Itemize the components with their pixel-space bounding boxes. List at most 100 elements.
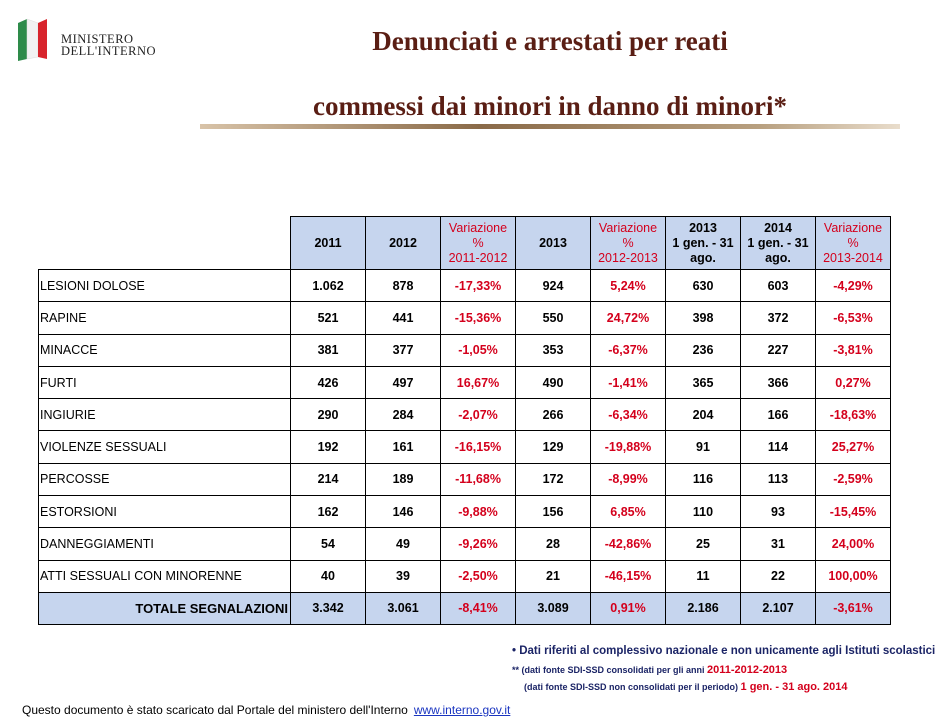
table-row: DANNEGGIAMENTI 54 49 -9,26% 28 -42,86% 25 31 24,… bbox=[38, 527, 891, 561]
row-label: PERCOSSE bbox=[38, 462, 291, 497]
value-cell: 39 bbox=[365, 559, 441, 593]
variation-cell: 25,27% bbox=[815, 430, 891, 464]
value-cell: 93 bbox=[740, 495, 816, 529]
value-cell: 22 bbox=[740, 559, 816, 593]
column-header: 2012 bbox=[365, 216, 441, 270]
row-label: FURTI bbox=[38, 365, 291, 400]
row-label: VIOLENZE SESSUALI bbox=[38, 430, 291, 464]
italian-flag-icon bbox=[18, 18, 47, 61]
value-cell: 116 bbox=[665, 462, 741, 497]
table-row: LESIONI DOLOSE 1.062 878 -17,33% 924 5,24% 630… bbox=[38, 268, 891, 303]
value-cell: 54 bbox=[290, 527, 366, 561]
value-cell: 113 bbox=[740, 462, 816, 497]
variation-cell: 24,72% bbox=[590, 301, 666, 335]
table-row: INGIURIE 290 284 -2,07% 266 -6,34% 204 166 -18,6… bbox=[38, 398, 891, 432]
value-cell: 172 bbox=[515, 462, 591, 497]
row-label: DANNEGGIAMENTI bbox=[38, 527, 291, 561]
note-scope: • Dati riferiti al complessivo nazionale… bbox=[512, 645, 936, 657]
variation-cell: -46,15% bbox=[590, 559, 666, 593]
variation-cell: -11,68% bbox=[440, 462, 516, 497]
variation-cell: -6,37% bbox=[590, 333, 666, 367]
value-cell: 284 bbox=[365, 398, 441, 432]
table-row: RAPINE 521 441 -15,36% 550 24,72% 398 372 -6,53% bbox=[38, 301, 891, 335]
variation-cell: 24,00% bbox=[815, 527, 891, 561]
column-header: 2013 1 gen. - 31 ago. bbox=[665, 216, 741, 270]
value-cell: 25 bbox=[665, 527, 741, 561]
row-label: MINACCE bbox=[38, 333, 291, 367]
value-cell: 162 bbox=[290, 495, 366, 529]
value-cell: 353 bbox=[515, 333, 591, 367]
value-cell: 630 bbox=[665, 268, 741, 303]
column-header: Variazione% 2012-2013 bbox=[590, 216, 666, 270]
note-non-consolidated: (dati fonte SDI-SSD non consolidati per … bbox=[524, 681, 848, 693]
value-cell: 214 bbox=[290, 462, 366, 497]
value-cell: 110 bbox=[665, 495, 741, 529]
column-header: 2013 bbox=[515, 216, 591, 270]
table-row: VIOLENZE SESSUALI 192 161 -16,15% 129 -19,88%… bbox=[38, 430, 891, 464]
variation-cell: -8,99% bbox=[590, 462, 666, 497]
value-cell: 290 bbox=[290, 398, 366, 432]
value-cell: 236 bbox=[665, 333, 741, 367]
variation-cell: 0,27% bbox=[815, 365, 891, 400]
value-cell: 49 bbox=[365, 527, 441, 561]
table-row: ESTORSIONI 162 146 -9,88% 156 6,85% 110 93 -15,4… bbox=[38, 495, 891, 529]
value-cell: 550 bbox=[515, 301, 591, 335]
variation-cell: -9,26% bbox=[440, 527, 516, 561]
value-cell: 2.186 bbox=[665, 591, 741, 625]
title-divider bbox=[200, 124, 900, 129]
variation-cell: 16,67% bbox=[440, 365, 516, 400]
column-header: 2014 1 gen. - 31 ago. bbox=[740, 216, 816, 270]
value-cell: 398 bbox=[665, 301, 741, 335]
variation-cell: -3,81% bbox=[815, 333, 891, 367]
value-cell: 189 bbox=[365, 462, 441, 497]
table-row: PERCOSSE 214 189 -11,68% 172 -8,99% 116 113 -2,5… bbox=[38, 462, 891, 497]
value-cell: 3.089 bbox=[515, 591, 591, 625]
variation-cell: -1,41% bbox=[590, 365, 666, 400]
column-header: 2011 bbox=[290, 216, 366, 270]
variation-cell: -2,50% bbox=[440, 559, 516, 593]
row-label: ATTI SESSUALI CON MINORENNE bbox=[38, 559, 291, 593]
variation-cell: -16,15% bbox=[440, 430, 516, 464]
value-cell: 2.107 bbox=[740, 591, 816, 625]
value-cell: 1.062 bbox=[290, 268, 366, 303]
value-cell: 490 bbox=[515, 365, 591, 400]
footer-link[interactable]: www.interno.gov.it bbox=[413, 703, 511, 717]
table-header-row: 2011 2012 Variazione% 2011-2012 2013 Variazio… bbox=[39, 216, 891, 270]
value-cell: 91 bbox=[665, 430, 741, 464]
variation-cell: -18,63% bbox=[815, 398, 891, 432]
total-row: TOTALE SEGNALAZIONI 3.342 3.061 -8,41% 3.089… bbox=[38, 591, 891, 625]
value-cell: 878 bbox=[365, 268, 441, 303]
value-cell: 366 bbox=[740, 365, 816, 400]
variation-cell: -19,88% bbox=[590, 430, 666, 464]
variation-cell: -2,59% bbox=[815, 462, 891, 497]
row-label: INGIURIE bbox=[38, 398, 291, 432]
value-cell: 266 bbox=[515, 398, 591, 432]
value-cell: 924 bbox=[515, 268, 591, 303]
value-cell: 521 bbox=[290, 301, 366, 335]
footnotes: • Dati riferiti al complessivo nazionale… bbox=[512, 645, 939, 693]
ministry-logo: MINISTERO DELL'INTERNO bbox=[14, 17, 164, 67]
value-cell: 129 bbox=[515, 430, 591, 464]
value-cell: 227 bbox=[740, 333, 816, 367]
value-cell: 603 bbox=[740, 268, 816, 303]
value-cell: 497 bbox=[365, 365, 441, 400]
value-cell: 441 bbox=[365, 301, 441, 335]
row-label: RAPINE bbox=[38, 301, 291, 335]
variation-cell: -6,53% bbox=[815, 301, 891, 335]
variation-cell: -15,45% bbox=[815, 495, 891, 529]
value-cell: 114 bbox=[740, 430, 816, 464]
variation-cell: 100,00% bbox=[815, 559, 891, 593]
page-title-line2: commessi dai minori in danno di minori* bbox=[312, 91, 788, 121]
variation-cell: -3,61% bbox=[815, 591, 891, 625]
value-cell: 40 bbox=[290, 559, 366, 593]
variation-cell: -17,33% bbox=[440, 268, 516, 303]
value-cell: 381 bbox=[290, 333, 366, 367]
value-cell: 166 bbox=[740, 398, 816, 432]
value-cell: 365 bbox=[665, 365, 741, 400]
value-cell: 156 bbox=[515, 495, 591, 529]
value-cell: 161 bbox=[365, 430, 441, 464]
variation-cell: -1,05% bbox=[440, 333, 516, 367]
value-cell: 204 bbox=[665, 398, 741, 432]
value-cell: 28 bbox=[515, 527, 591, 561]
value-cell: 146 bbox=[365, 495, 441, 529]
